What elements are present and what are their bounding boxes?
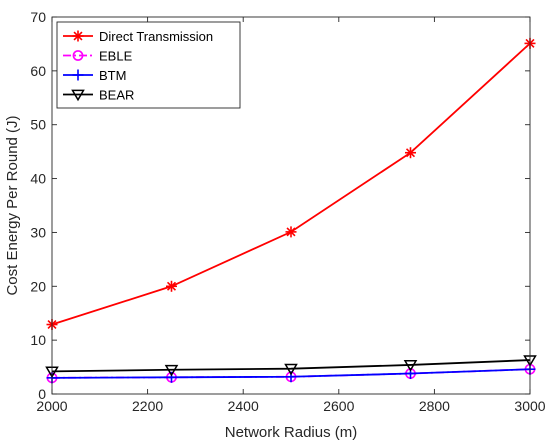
x-axis-label: Network Radius (m): [225, 424, 358, 441]
x-tick-label: 2800: [419, 398, 450, 414]
legend-direct-transmission-label: Direct Transmission: [99, 29, 213, 44]
series-direct-transmission-point: [405, 147, 416, 159]
series-direct-transmission-point-stroke: [286, 227, 296, 237]
series-bear-point: [284, 363, 298, 376]
x-tick-label: 2400: [228, 398, 259, 414]
legend-bear-marker: [71, 89, 85, 102]
series-bear-line: [51, 359, 531, 373]
series-direct-transmission-point: [285, 226, 297, 238]
legend-btm-marker: [72, 69, 84, 81]
y-tick-label: 0: [38, 386, 46, 402]
series-direct-transmission-point-stroke: [405, 148, 416, 158]
legend-direct-transmission-marker: [72, 30, 84, 42]
y-tick-label: 40: [30, 171, 46, 187]
x-tick-label: 3000: [514, 398, 545, 414]
y-tick-label: 60: [30, 63, 46, 79]
x-tick-label: 2200: [132, 398, 163, 414]
y-tick-label: 50: [30, 117, 46, 133]
y-tick-label: 20: [30, 278, 46, 294]
legend-direct-transmission-marker-stroke: [73, 31, 83, 41]
legend-bear-label: BEAR: [99, 88, 134, 103]
series-bear-point: [403, 360, 418, 372]
series-direct-transmission-point-stroke: [166, 281, 177, 291]
y-tick-label: 30: [30, 224, 46, 240]
series-layer: [45, 37, 537, 384]
y-axis-label: Cost Energy Per Round (J): [4, 115, 21, 295]
x-tick-label: 2000: [36, 398, 67, 414]
axes-box: [51, 16, 531, 395]
x-tick-label: 2600: [323, 398, 354, 414]
series-direct-transmission-point: [166, 280, 177, 292]
series-bear-point: [164, 364, 179, 377]
legend-eble-label: EBLE: [99, 49, 133, 64]
legend: Direct Transmission EBLE BTM BEAR: [56, 21, 241, 109]
y-tick-label: 70: [30, 9, 46, 25]
y-tick-label: 10: [30, 332, 46, 348]
legend-btm-label: BTM: [99, 68, 126, 83]
axes-layer: 2000 2200 2400 2600 2800 3000 0 10 20 30 40 50 60 70: [30, 9, 545, 414]
legend-eble-marker: [72, 50, 84, 61]
